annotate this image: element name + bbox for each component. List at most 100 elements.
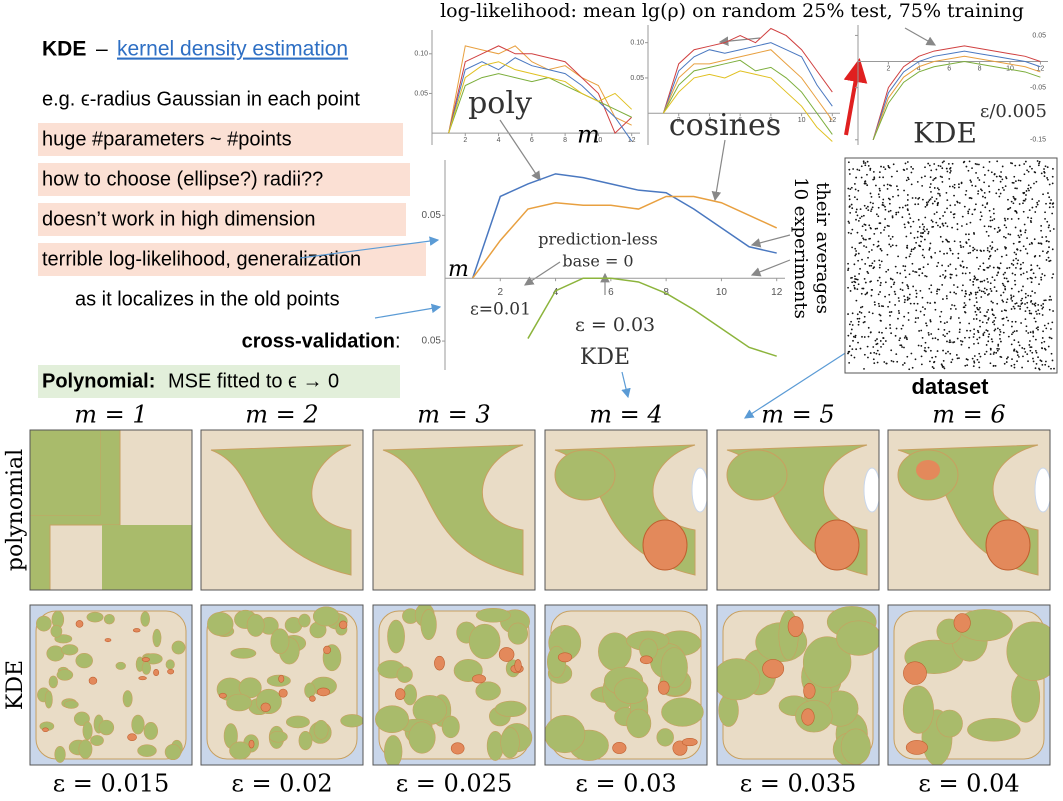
dataset-dot — [986, 311, 988, 313]
dataset-dot — [958, 328, 961, 331]
dataset-dot — [879, 291, 881, 293]
dataset-dot — [876, 342, 879, 345]
dataset-dot — [944, 335, 946, 338]
dataset-dot — [1046, 220, 1049, 223]
series-line — [872, 61, 1041, 140]
dataset-dot — [908, 255, 911, 258]
region — [475, 681, 501, 701]
dataset-dot — [879, 264, 881, 266]
dataset-dot — [1021, 297, 1024, 300]
dataset-dot — [987, 234, 990, 237]
region — [902, 685, 934, 734]
dataset-dot — [1033, 238, 1036, 241]
dataset-dot — [872, 358, 875, 361]
dataset-dot — [887, 210, 890, 213]
dataset-dot — [859, 267, 861, 270]
dataset-dot — [1049, 295, 1051, 298]
region — [598, 632, 632, 671]
dataset-dot — [984, 292, 986, 295]
region — [104, 638, 112, 643]
dataset-dot — [970, 292, 973, 295]
region — [86, 611, 104, 623]
dataset-dot — [931, 356, 934, 359]
dataset-dot — [864, 263, 867, 265]
dataset-dot — [964, 364, 967, 367]
dataset-dot — [951, 252, 954, 255]
dataset-dot — [1017, 305, 1020, 307]
dataset-dot — [933, 213, 936, 215]
dataset-dot — [983, 314, 986, 317]
dataset-dot — [889, 327, 892, 330]
dataset-dot — [1042, 306, 1045, 309]
dataset-dot — [855, 250, 858, 252]
column-header: m = 4 — [589, 401, 662, 429]
dataset-dot — [1001, 299, 1004, 302]
dataset-dot — [959, 244, 962, 247]
dataset-dot — [978, 336, 981, 339]
dataset-dot — [966, 364, 969, 367]
dataset-dot — [1010, 297, 1013, 300]
dataset-dot — [925, 322, 927, 325]
dataset-dot — [964, 311, 967, 314]
dataset-dot — [1038, 367, 1040, 370]
dataset-dot — [1051, 248, 1054, 251]
dataset-dot — [973, 333, 976, 335]
dataset-dot — [1003, 309, 1006, 312]
dataset-dot — [855, 348, 858, 351]
dataset-dot — [1047, 322, 1050, 325]
dataset-dot — [886, 188, 889, 190]
dataset-dot — [991, 321, 994, 324]
dataset-dot — [967, 169, 970, 172]
dataset-dot — [884, 168, 887, 170]
panel-border — [887, 604, 1051, 766]
region — [494, 700, 527, 718]
dataset-dot — [1045, 202, 1047, 205]
dataset-dot — [1019, 249, 1022, 252]
dataset-dot — [1030, 301, 1032, 303]
dataset-dot — [992, 353, 995, 355]
dataset-dot — [1001, 282, 1004, 285]
dataset-dot — [895, 353, 898, 356]
dataset-dot — [1045, 327, 1048, 330]
dataset-dot — [979, 218, 982, 221]
dataset-dot — [974, 293, 977, 296]
dataset-dot — [987, 169, 990, 172]
dataset-dot — [932, 367, 935, 370]
dataset-dot — [1045, 240, 1048, 243]
dataset-dot — [1041, 363, 1044, 366]
dataset-dot — [949, 204, 952, 207]
dataset-dot — [943, 277, 946, 279]
dataset-dot — [986, 203, 988, 205]
region — [441, 715, 460, 739]
dataset-dot — [853, 284, 855, 287]
dataset-dot — [884, 295, 886, 298]
dataset-dot — [979, 355, 982, 358]
dataset-dot — [921, 306, 924, 309]
dataset-dot — [936, 350, 939, 352]
dataset-dot — [964, 272, 967, 275]
dataset-dot — [848, 222, 851, 224]
eps-label: ε = 0.04 — [918, 770, 1019, 798]
heading-link[interactable]: kernel density estimation — [117, 38, 348, 61]
annotation: prediction-less — [538, 230, 658, 249]
dataset-dot — [989, 282, 992, 285]
region — [498, 647, 515, 662]
dataset-dot — [854, 336, 857, 339]
dataset-dot — [1049, 230, 1052, 232]
dataset-dot — [879, 231, 882, 234]
dataset-dot — [939, 226, 942, 228]
dataset-dot — [993, 173, 996, 176]
dataset-dot — [856, 231, 859, 234]
region — [762, 659, 785, 679]
dataset-dot — [1052, 206, 1055, 208]
dataset-dot — [1007, 208, 1009, 211]
dataset-dot — [918, 274, 921, 277]
dataset-dot — [888, 301, 891, 303]
region — [50, 624, 63, 638]
x-tick-label: 8 — [769, 117, 773, 124]
dataset-dot — [891, 244, 894, 247]
dataset-dot — [1014, 320, 1017, 323]
y-tick-label: 0.05 — [630, 75, 644, 82]
dataset-dot — [941, 284, 944, 286]
dataset-dot — [873, 232, 876, 235]
